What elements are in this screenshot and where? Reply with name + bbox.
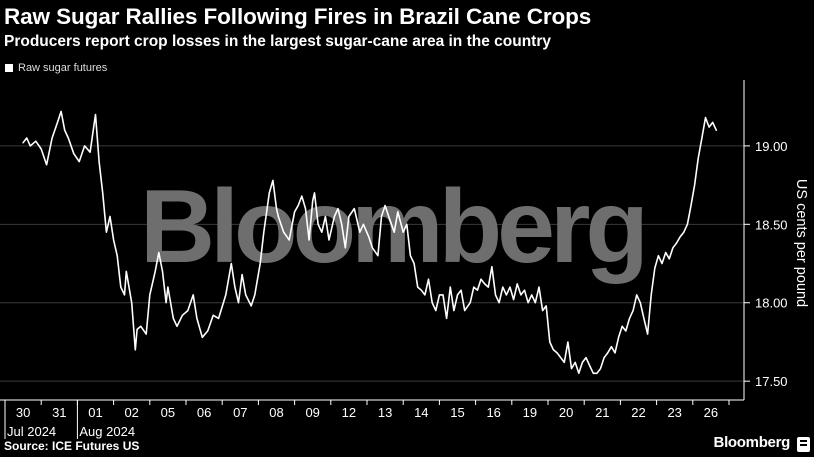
x-tick-label: 19 <box>523 405 537 420</box>
x-tick-label: 30 <box>16 405 30 420</box>
x-tick-label: 31 <box>52 405 66 420</box>
x-tick-label: 13 <box>378 405 392 420</box>
x-tick-label: 22 <box>631 405 645 420</box>
chart-subtitle: Producers report crop losses in the larg… <box>4 33 551 50</box>
x-tick-label: 15 <box>450 405 464 420</box>
legend: Raw sugar futures <box>5 62 107 74</box>
y-tick-label: 18.00 <box>755 296 788 311</box>
x-tick-label: 02 <box>124 405 138 420</box>
legend-swatch <box>5 64 13 72</box>
grid-lines <box>0 145 744 382</box>
x-tick-label: 07 <box>233 405 247 420</box>
chart-title: Raw Sugar Rallies Following Fires in Bra… <box>4 4 592 29</box>
x-group-label: Aug 2024 <box>79 424 135 439</box>
y-tick-label: 18.50 <box>755 217 788 232</box>
x-group-label: Jul 2024 <box>7 424 56 439</box>
x-tick-label: 14 <box>414 405 428 420</box>
y-tick-label: 19.00 <box>755 139 788 154</box>
x-tick-label: 23 <box>667 405 681 420</box>
x-tick-label: 26 <box>704 405 718 420</box>
y-axis-label: US cents per pound <box>793 179 809 307</box>
x-tick-label: 06 <box>197 405 211 420</box>
x-axis: 30 31 01 02 05 06 07 08 09 12 13 14 15 16 19 20 21 22 23 26… <box>0 399 744 439</box>
source-note: Source: ICE Futures US <box>4 439 140 453</box>
series-group <box>22 110 718 375</box>
x-tick-label: 01 <box>88 405 102 420</box>
x-tick-label: 08 <box>269 405 283 420</box>
x-tick-label: 09 <box>305 405 319 420</box>
y-axis: 17.50 18.00 18.50 19.00 <box>743 80 788 400</box>
bloomberg-brand: Bloomberg <box>713 434 791 451</box>
legend-label: Raw sugar futures <box>18 62 108 74</box>
x-tick-label: 05 <box>161 405 175 420</box>
x-tick-label: 21 <box>595 405 609 420</box>
x-tick-label: 20 <box>559 405 573 420</box>
bloomberg-logo-icon <box>797 437 810 452</box>
y-tick-label: 17.50 <box>755 374 788 389</box>
x-tick-label: 12 <box>342 405 356 420</box>
x-tick-label: 16 <box>486 405 500 420</box>
series-line-raw-sugar-futures <box>22 110 718 375</box>
